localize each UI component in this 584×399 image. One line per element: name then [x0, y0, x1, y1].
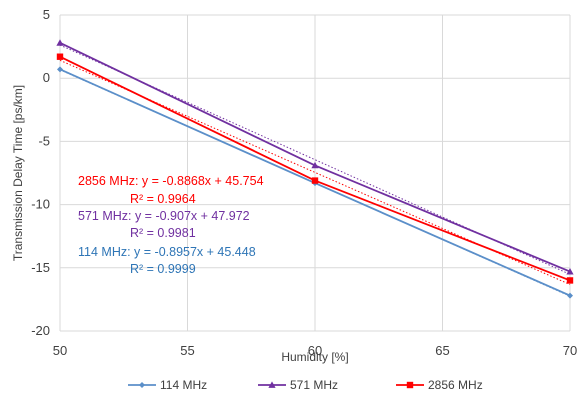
y-tick-label: -20 — [31, 323, 50, 338]
x-axis-title: Humidity [%] — [281, 350, 348, 364]
data-point — [56, 53, 64, 60]
data-point — [311, 161, 319, 169]
y-tick-label: -10 — [31, 197, 50, 212]
y-axis-title: Transmission Delay Time [ps/km] — [11, 85, 25, 261]
legend-marker — [268, 381, 276, 388]
data-markers — [56, 39, 574, 299]
data-point — [566, 277, 574, 284]
legend-marker — [139, 382, 145, 388]
trendline-equations: 2856 MHz: y = -0.8868x + 45.754 R² = 0.99… — [78, 174, 264, 276]
x-tick-label: 65 — [435, 343, 449, 358]
data-point — [311, 177, 319, 184]
y-tick-label: 0 — [43, 70, 50, 85]
y-tick-label: -5 — [38, 133, 50, 148]
trendline-r-squared: R² = 0.9964 — [130, 192, 196, 206]
x-tick-label: 50 — [53, 343, 67, 358]
trendline-equation: 2856 MHz: y = -0.8868x + 45.754 — [78, 174, 264, 188]
legend-marker — [406, 381, 414, 389]
x-tick-label: 55 — [180, 343, 194, 358]
data-point — [566, 267, 574, 275]
gridlines — [59, 14, 571, 332]
data-point — [56, 39, 64, 46]
trendline-equation: 571 MHz: y = -0.907x + 47.972 — [78, 209, 250, 223]
trendline-equation: 114 MHz: y = -0.8957x + 45.448 — [78, 245, 256, 259]
y-tick-label: 5 — [43, 7, 50, 22]
legend-label: 2856 MHz — [428, 378, 483, 392]
legend: 114 MHz 571 MHz 2856 MHz — [128, 378, 483, 392]
data-point — [57, 66, 63, 73]
legend-label: 571 MHz — [290, 378, 338, 392]
y-tick-label: -15 — [31, 260, 50, 275]
legend-label: 114 MHz — [160, 378, 207, 392]
trendline-r-squared: R² = 0.9999 — [130, 262, 196, 276]
x-tick-label: 70 — [563, 343, 577, 358]
x-tick-label: 60 — [308, 343, 322, 358]
data-point — [567, 292, 573, 299]
trendline-r-squared: R² = 0.9981 — [130, 226, 196, 240]
